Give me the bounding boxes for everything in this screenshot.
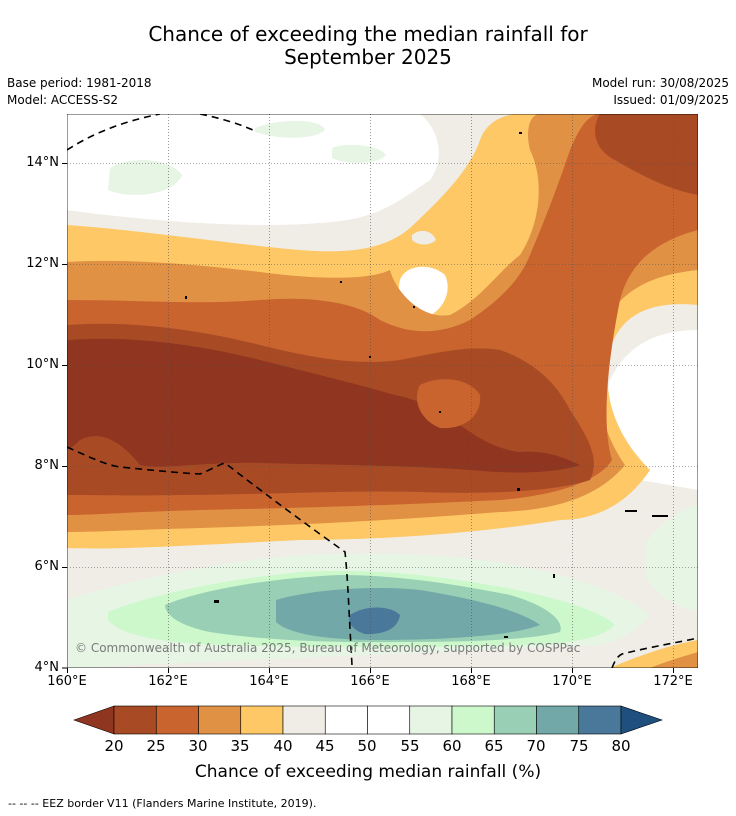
eez-border-central [67,446,353,666]
rainfall-map [62,114,698,673]
colorbar-tick-35: 35 [230,737,250,755]
eez-border-southeast [611,637,698,668]
lon-label-170e: 170°E [552,674,592,689]
colorbar-segment-50-55 [367,705,411,735]
colorbar-segment-25-30 [155,705,199,735]
lon-label-164e: 164°E [249,674,289,689]
colorbar-segment-40-45 [282,705,326,735]
patch-55-60-north-a [108,159,182,195]
colorbar-tick-20: 20 [104,737,124,755]
pocket-25-30 [416,379,481,429]
map-grid [67,114,698,668]
colorbar-segment-70-75 [536,705,580,735]
map-title-line-1: Chance of exceeding the median rainfall … [148,22,588,46]
base-period-label: Base period: 1981-2018 [7,76,152,90]
core-75-80 [349,607,400,635]
issued-label: Issued: 01/09/2025 [613,93,729,107]
colorbar-segment-75-80 [578,705,622,735]
pocket-40-45 [412,230,436,245]
colorbar-segment-60-65 [451,705,495,735]
colorbar-segment-55-60 [409,705,453,735]
colorbar-tick-40: 40 [273,737,293,755]
patch-55-60-east [645,505,698,610]
colorbar-segment-45-50 [324,705,368,735]
colorbar-tick-30: 30 [188,737,208,755]
lon-label-160e: 160°E [47,674,87,689]
colorbar-tick-70: 70 [526,737,546,755]
model-run-label: Model run: 30/08/2025 [591,76,729,90]
model-label: Model: ACCESS-S2 [7,93,119,107]
colorbar-tick-50: 50 [357,737,377,755]
colorbar-tick-75: 75 [569,737,589,755]
colorbar-segment-20-25 [113,705,157,735]
band-70-75-south [276,588,540,640]
colorbar-arrow-low [73,705,115,735]
band-20-25-north [595,114,698,195]
lon-label-168e: 168°E [451,674,491,689]
rainfall-contours [67,114,698,668]
eez-border-north [67,114,256,151]
colorbar-label: Chance of exceeding median rainfall (%) [194,762,542,782]
eez-footnote: -- -- -- EEZ border V11 (Flanders Marine… [8,797,317,810]
colorbar-segment-65-70 [493,705,537,735]
colorbar-tick-45: 45 [315,737,335,755]
colorbar-tick-80: 80 [611,737,631,755]
colorbar-tick-60: 60 [442,737,462,755]
lon-label-162e: 162°E [148,674,188,689]
colorbar [73,705,663,735]
colorbar-arrow-high [620,705,663,735]
lat-label-6n: 6°N [34,559,60,574]
lat-label-14n: 14°N [26,155,59,170]
band-45-55-white-core [67,114,439,225]
colorbar-tick-55: 55 [400,737,420,755]
lon-label-172e: 172°E [653,674,693,689]
colorbar-segment-30-35 [198,705,242,735]
lat-label-10n: 10°N [26,357,59,372]
island-markers [185,132,668,638]
patch-55-60-north-c [332,144,386,163]
colorbar-segments [73,705,663,735]
corner-30-35-southeast [650,652,698,668]
map-title-line-2: September 2025 [284,45,452,69]
lat-label-8n: 8°N [34,458,60,473]
colorbar-segment-35-40 [240,705,284,735]
axis-ticks [62,163,674,673]
colorbar-tick-25: 25 [146,737,166,755]
patch-55-60-north-b [255,120,325,138]
colorbar-tick-65: 65 [484,737,504,755]
core-lt20 [67,338,580,473]
lat-label-4n: 4°N [34,660,60,675]
copyright-notice: © Commonwealth of Australia 2025, Bureau… [75,641,581,655]
lon-label-166e: 166°E [350,674,390,689]
lat-label-12n: 12°N [26,256,59,271]
